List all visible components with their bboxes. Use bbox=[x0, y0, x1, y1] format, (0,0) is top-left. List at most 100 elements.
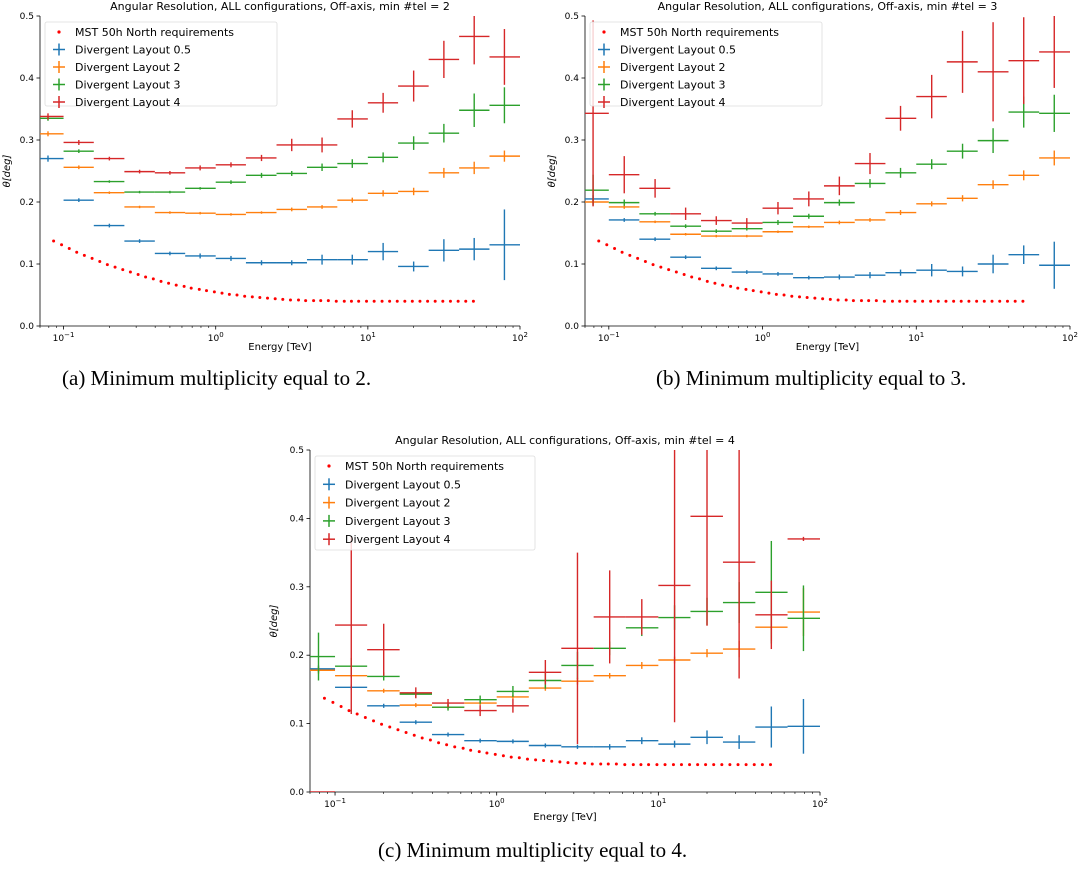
requirement-point bbox=[805, 295, 809, 299]
requirement-point bbox=[712, 763, 716, 767]
requirement-point bbox=[590, 762, 594, 766]
requirement-point bbox=[744, 763, 748, 767]
requirement-point bbox=[597, 239, 601, 243]
requirement-point bbox=[867, 299, 871, 303]
requirement-point bbox=[659, 265, 663, 269]
requirement-point bbox=[326, 299, 330, 303]
requirement-point bbox=[296, 298, 300, 302]
requirement-point bbox=[639, 763, 643, 767]
legend-label: Divergent Layout 2 bbox=[620, 61, 726, 74]
requirement-point bbox=[388, 299, 392, 303]
requirement-point bbox=[982, 299, 986, 303]
caption-b: (b) Minimum multiplicity equal to 3. bbox=[656, 366, 967, 390]
requirement-point bbox=[437, 741, 441, 745]
requirement-point bbox=[75, 250, 79, 254]
requirement-point bbox=[721, 283, 725, 287]
requirement-point bbox=[534, 758, 538, 762]
requirement-point bbox=[674, 270, 678, 274]
requirement-point bbox=[90, 256, 94, 260]
requirement-point bbox=[410, 299, 414, 303]
chart-title: Angular Resolution, ALL configurations, … bbox=[395, 434, 735, 447]
requirement-point bbox=[355, 712, 359, 716]
requirement-point bbox=[288, 298, 292, 302]
x-tick-label: 101 bbox=[650, 797, 666, 810]
y-tick-label: 0.4 bbox=[565, 74, 580, 84]
requirement-point bbox=[357, 299, 361, 303]
requirement-point bbox=[60, 243, 64, 247]
requirement-point bbox=[936, 299, 940, 303]
requirement-point bbox=[319, 299, 323, 303]
requirement-point bbox=[404, 730, 408, 734]
requirement-point bbox=[558, 760, 562, 764]
legend-label: Divergent Layout 4 bbox=[620, 96, 726, 109]
requirement-point bbox=[651, 263, 655, 267]
legend-label: Divergent Layout 4 bbox=[345, 533, 451, 546]
requirement-point bbox=[420, 736, 424, 740]
requirement-point bbox=[347, 709, 351, 713]
requirement-point bbox=[469, 748, 473, 752]
legend-label: Divergent Layout 3 bbox=[75, 79, 181, 92]
requirement-point bbox=[212, 290, 216, 294]
plot-area bbox=[585, 16, 1070, 303]
x-tick-label: 10−1 bbox=[53, 331, 75, 344]
requirement-point bbox=[605, 243, 609, 247]
requirement-point bbox=[52, 239, 56, 243]
legend-label: Divergent Layout 3 bbox=[620, 79, 726, 92]
requirement-point bbox=[729, 284, 733, 288]
x-tick-label: 100 bbox=[489, 797, 505, 810]
requirement-point bbox=[273, 297, 277, 301]
y-axis-label: θ[deg] bbox=[269, 605, 280, 638]
plot-area bbox=[40, 16, 520, 303]
requirement-point bbox=[1005, 299, 1009, 303]
y-tick-label: 0.5 bbox=[20, 12, 34, 22]
y-tick-label: 0.2 bbox=[20, 198, 34, 208]
requirement-point bbox=[445, 743, 449, 747]
requirement-point bbox=[698, 277, 702, 281]
requirement-point bbox=[182, 284, 186, 288]
requirement-point bbox=[851, 299, 855, 303]
y-tick-label: 0.5 bbox=[290, 446, 304, 456]
requirement-point bbox=[975, 299, 979, 303]
requirement-point bbox=[688, 763, 692, 767]
requirement-point bbox=[349, 299, 353, 303]
requirement-point bbox=[623, 763, 627, 767]
requirement-point bbox=[266, 296, 270, 300]
chart-title: Angular Resolution, ALL configurations, … bbox=[658, 0, 998, 13]
requirement-point bbox=[643, 260, 647, 264]
requirement-point bbox=[395, 299, 399, 303]
y-tick-label: 0.0 bbox=[565, 322, 580, 332]
requirement-point bbox=[144, 275, 148, 279]
requirement-point bbox=[744, 287, 748, 291]
y-tick-label: 0.4 bbox=[20, 74, 35, 84]
requirement-point bbox=[441, 299, 445, 303]
requirement-point bbox=[418, 299, 422, 303]
legend-marker-requirement bbox=[327, 464, 331, 468]
requirement-point bbox=[736, 763, 740, 767]
legend: MST 50h North requirements Divergent Layo… bbox=[44, 21, 278, 109]
requirement-point bbox=[759, 290, 763, 294]
requirement-point bbox=[151, 277, 155, 281]
requirement-point bbox=[768, 763, 772, 767]
legend-label: MST 50h North requirements bbox=[620, 26, 779, 39]
requirement-point bbox=[471, 299, 475, 303]
requirement-point bbox=[671, 763, 675, 767]
legend-label: Divergent Layout 4 bbox=[75, 96, 181, 109]
requirement-point bbox=[380, 722, 384, 726]
chart-title: Angular Resolution, ALL configurations, … bbox=[110, 0, 450, 13]
requirement-point bbox=[990, 299, 994, 303]
requirement-point bbox=[281, 297, 285, 301]
requirement-point bbox=[380, 299, 384, 303]
requirement-point bbox=[493, 752, 497, 756]
requirement-point bbox=[690, 275, 694, 279]
caption-c: (c) Minimum multiplicity equal to 4. bbox=[378, 838, 688, 862]
requirement-point bbox=[365, 299, 369, 303]
legend-label: MST 50h North requirements bbox=[75, 26, 234, 39]
caption-a: (a) Minimum multiplicity equal to 2. bbox=[62, 366, 372, 390]
requirement-point bbox=[613, 247, 617, 250]
requirement-point bbox=[967, 299, 971, 303]
requirement-point bbox=[760, 763, 764, 767]
y-tick-label: 0.2 bbox=[565, 198, 579, 208]
requirement-point bbox=[790, 294, 794, 298]
requirement-point bbox=[372, 719, 376, 723]
requirement-point bbox=[227, 292, 231, 296]
